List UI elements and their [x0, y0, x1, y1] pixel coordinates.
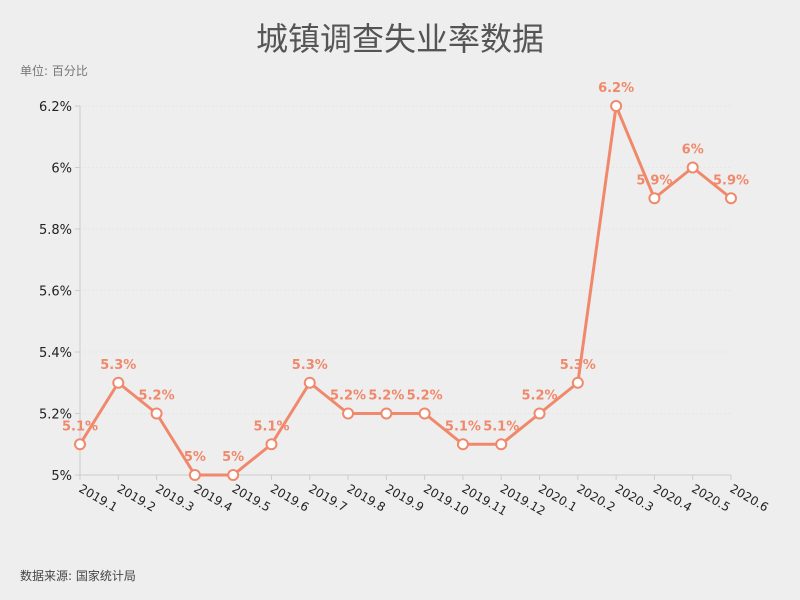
data-label: 5.2%: [521, 389, 557, 404]
data-point: [571, 376, 584, 389]
x-tick-label: 2019.3: [153, 481, 196, 514]
x-tick-label: 2020.6: [728, 481, 771, 514]
data-label: 5.1%: [253, 419, 289, 434]
source-label: 数据来源: 国家统计局: [20, 569, 136, 583]
data-point: [725, 192, 737, 205]
y-tick-label: 5.2%: [39, 408, 72, 423]
data-label: 5.2%: [407, 389, 443, 404]
y-tick-label: 5.4%: [39, 346, 72, 361]
y-tick-label: 6%: [51, 162, 72, 177]
series-line: [78, 104, 732, 477]
data-point: [686, 161, 699, 174]
data-point: [380, 407, 393, 420]
y-tick-label: 5%: [51, 469, 72, 484]
data-label: 6%: [682, 143, 704, 158]
data-label: 5.2%: [368, 389, 404, 404]
x-tick-label: 2020.2: [574, 481, 617, 514]
data-point: [418, 407, 431, 420]
data-point: [342, 407, 355, 420]
y-tick-label: 6.2%: [39, 100, 72, 115]
data-label: 5%: [222, 450, 244, 465]
unit-label: 单位: 百分比: [20, 64, 88, 78]
data-label: 5%: [184, 450, 206, 465]
data-label: 5.3%: [292, 358, 328, 373]
data-label: 5.3%: [100, 358, 136, 373]
data-point: [533, 407, 546, 420]
data-label: 5.1%: [483, 419, 519, 434]
x-tick-label: 2020.4: [651, 481, 694, 514]
data-point: [303, 376, 316, 389]
x-tick-label: 2019.4: [191, 481, 234, 514]
y-tick-label: 5.6%: [39, 285, 72, 300]
data-label: 5.9%: [636, 173, 672, 188]
x-tick-label: 2020.5: [689, 481, 732, 514]
data-label: 6.2%: [598, 81, 634, 96]
data-point: [112, 376, 125, 389]
y-tick-label: 5.8%: [39, 223, 72, 238]
data-point: [227, 469, 240, 481]
x-tick-label: 2019.5: [230, 481, 273, 514]
data-point: [456, 438, 469, 451]
data-point: [610, 100, 623, 112]
data-label: 5.1%: [62, 419, 98, 434]
data-point: [648, 192, 661, 205]
data-label: 5.1%: [445, 419, 481, 434]
data-label: 5.2%: [330, 389, 366, 404]
x-tick-label: 2019.7: [306, 481, 349, 514]
data-label: 5.2%: [139, 389, 175, 404]
x-tick-label: 2019.8: [345, 481, 388, 514]
data-label: 5.3%: [560, 358, 596, 373]
data-point: [495, 438, 508, 451]
data-point: [188, 469, 201, 481]
x-tick-label: 2019.6: [268, 481, 311, 514]
x-tick-label: 2020.3: [613, 481, 656, 514]
x-tick-label: 2019.2: [115, 481, 158, 514]
chart-title: 城镇调查失业率数据: [255, 20, 544, 58]
x-tick-label: 2019.9: [383, 481, 426, 514]
data-point: [150, 407, 163, 420]
data-point: [74, 438, 86, 451]
data-point: [265, 438, 278, 451]
data-label: 5.9%: [713, 173, 749, 188]
x-tick-label: 2019.1: [77, 481, 120, 514]
